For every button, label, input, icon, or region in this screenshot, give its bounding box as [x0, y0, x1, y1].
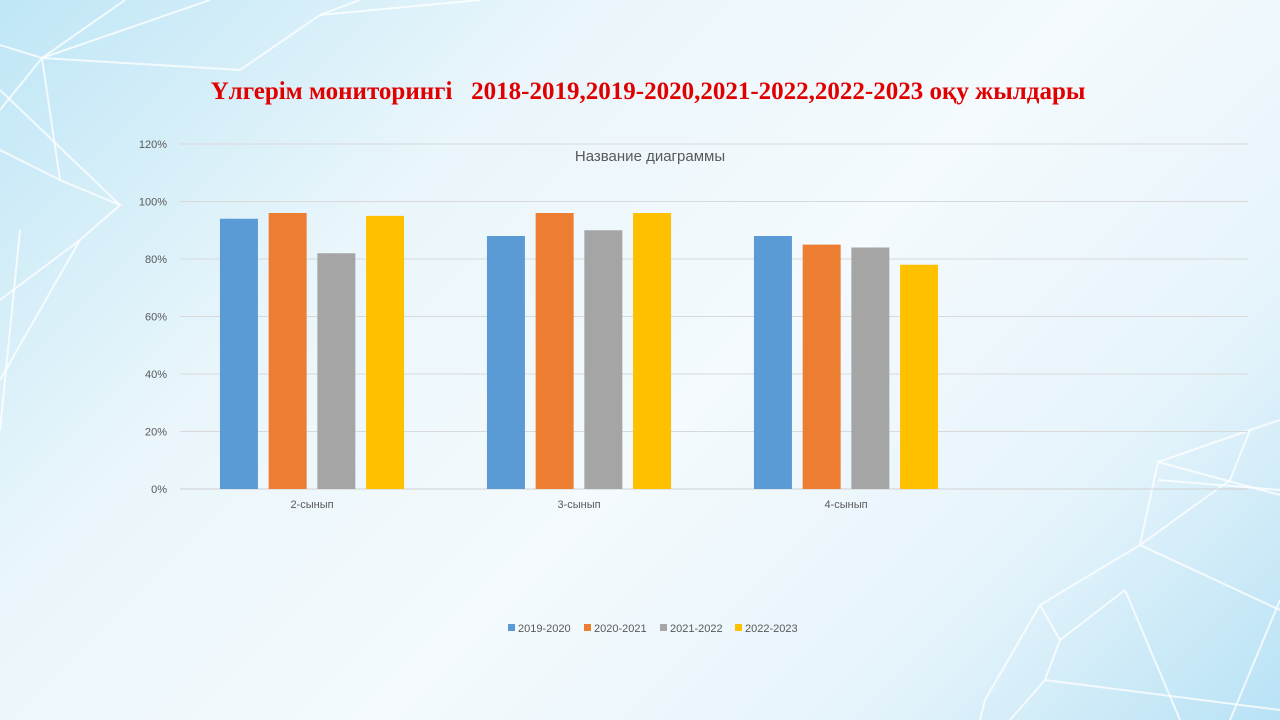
bars — [219, 213, 939, 489]
bar — [486, 236, 525, 489]
y-tick-label: 0% — [151, 484, 167, 496]
y-tick-label: 20% — [145, 427, 167, 439]
bar — [753, 236, 792, 489]
legend-label: 2019-2020 — [518, 623, 571, 635]
y-tick-label: 120% — [139, 139, 167, 151]
legend-label: 2020-2021 — [594, 623, 647, 635]
bar — [366, 215, 405, 489]
slide-title: Үлгерім мониторингі 2018-2019,2019-2020,… — [210, 78, 1086, 105]
x-tick-label: 3-сынып — [557, 499, 600, 511]
y-axis-ticks: 0% 20% 40% 60% 80% 100% 120% — [139, 139, 167, 496]
bar — [900, 264, 939, 489]
legend-label: 2022-2023 — [745, 623, 798, 635]
bar — [851, 247, 890, 489]
legend-swatch — [735, 624, 742, 631]
y-tick-label: 60% — [145, 312, 167, 324]
bar — [535, 213, 574, 489]
gridlines — [180, 143, 1248, 490]
x-axis-ticks: 2-сынып 3-сынып 4-сынып — [290, 499, 867, 511]
bar — [633, 213, 672, 489]
bar — [584, 230, 623, 489]
legend-swatch — [584, 624, 591, 631]
bar — [268, 213, 307, 489]
x-tick-label: 4-сынып — [824, 499, 867, 511]
chart-title: Название диаграммы — [575, 148, 725, 165]
legend-swatch — [660, 624, 667, 631]
bar — [219, 218, 258, 489]
y-tick-label: 40% — [145, 369, 167, 381]
bar — [317, 253, 356, 489]
x-tick-label: 2-сынып — [290, 499, 333, 511]
bar — [802, 244, 841, 489]
y-tick-label: 100% — [139, 197, 167, 209]
legend: 2019-2020 2020-2021 2021-2022 2022-2023 — [508, 623, 798, 635]
y-tick-label: 80% — [145, 254, 167, 266]
legend-label: 2021-2022 — [670, 623, 723, 635]
legend-swatch — [508, 624, 515, 631]
